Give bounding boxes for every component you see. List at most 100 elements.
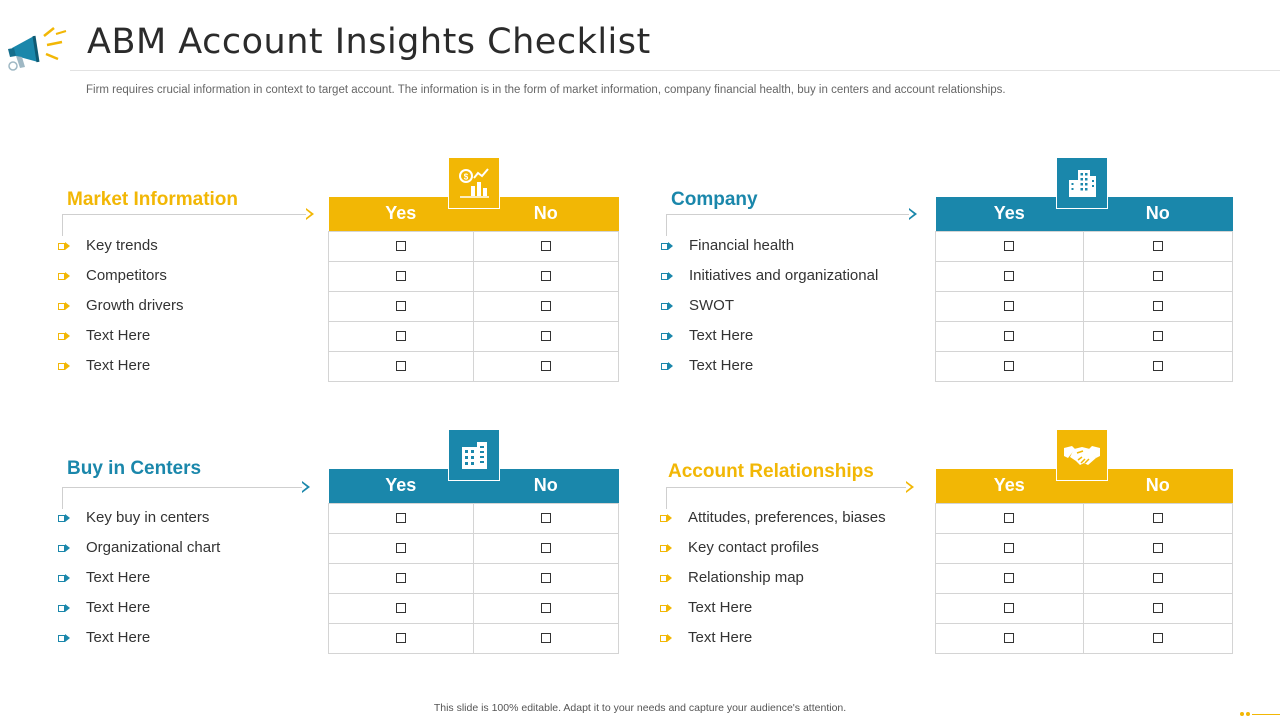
no-checkbox[interactable] [1152, 602, 1163, 613]
section-title: Buy in Centers [67, 458, 202, 479]
section-connector [666, 214, 909, 236]
no-checkbox[interactable] [1152, 360, 1163, 371]
list-item: Text Here [661, 351, 878, 381]
decorative-dot [1246, 712, 1250, 716]
yes-no-table: Yes No [328, 469, 620, 654]
yes-checkbox[interactable] [395, 270, 406, 281]
arrow-bullet-icon [660, 634, 673, 643]
office-building-icon [1056, 157, 1108, 209]
no-checkbox[interactable] [540, 572, 551, 583]
list-item: Text Here [661, 321, 878, 351]
arrow-right-icon [909, 208, 917, 220]
section-connector [62, 214, 306, 236]
yes-checkbox[interactable] [395, 572, 406, 583]
arrow-bullet-icon [58, 604, 71, 613]
yes-checkbox[interactable] [395, 360, 406, 371]
yes-checkbox[interactable] [1004, 542, 1015, 553]
arrow-bullet-icon [660, 544, 673, 553]
title-divider [70, 70, 1280, 71]
checklist-items: Financial health Initiatives and organiz… [661, 231, 878, 381]
yes-no-table: Yes No [328, 197, 620, 382]
buildings-icon [448, 429, 500, 481]
yes-checkbox[interactable] [395, 240, 406, 251]
arrow-bullet-icon [661, 302, 674, 311]
list-item: Key trends [58, 231, 184, 261]
yes-checkbox[interactable] [1004, 632, 1015, 643]
list-item: Growth drivers [58, 291, 184, 321]
yes-checkbox[interactable] [395, 330, 406, 341]
arrow-bullet-icon [661, 272, 674, 281]
no-checkbox[interactable] [1152, 300, 1163, 311]
arrow-bullet-icon [661, 242, 674, 251]
list-item: Initiatives and organizational [661, 261, 878, 291]
yes-checkbox[interactable] [1004, 240, 1015, 251]
list-item: Relationship map [660, 563, 886, 593]
yes-checkbox[interactable] [395, 512, 406, 523]
yes-header: Yes [935, 197, 1084, 231]
no-checkbox[interactable] [540, 270, 551, 281]
arrow-bullet-icon [660, 604, 673, 613]
arrow-bullet-icon [58, 574, 71, 583]
arrow-right-icon [302, 481, 310, 493]
yes-no-table: Yes No [935, 469, 1234, 654]
yes-checkbox[interactable] [395, 542, 406, 553]
section-connector [666, 487, 906, 509]
footer-note: This slide is 100% editable. Adapt it to… [433, 702, 847, 714]
list-item: SWOT [661, 291, 878, 321]
yes-checkbox[interactable] [395, 632, 406, 643]
arrow-bullet-icon [58, 242, 71, 251]
yes-checkbox[interactable] [395, 300, 406, 311]
arrow-bullet-icon [661, 362, 674, 371]
megaphone-icon [4, 22, 74, 78]
no-checkbox[interactable] [540, 240, 551, 251]
list-item: Text Here [58, 563, 220, 593]
no-checkbox[interactable] [540, 330, 551, 341]
no-checkbox[interactable] [1152, 240, 1163, 251]
list-item: Text Here [58, 593, 220, 623]
yes-checkbox[interactable] [1004, 270, 1015, 281]
yes-checkbox[interactable] [395, 602, 406, 613]
no-checkbox[interactable] [540, 360, 551, 371]
checklist-items: Key buy in centers Organizational chart … [58, 503, 220, 653]
no-checkbox[interactable] [1152, 542, 1163, 553]
list-item: Organizational chart [58, 533, 220, 563]
arrow-bullet-icon [661, 332, 674, 341]
no-checkbox[interactable] [1152, 330, 1163, 341]
yes-checkbox[interactable] [1004, 602, 1015, 613]
handshake-icon [1056, 429, 1108, 481]
no-checkbox[interactable] [1152, 512, 1163, 523]
no-checkbox[interactable] [1152, 270, 1163, 281]
no-checkbox[interactable] [540, 632, 551, 643]
no-checkbox[interactable] [540, 542, 551, 553]
list-item: Competitors [58, 261, 184, 291]
list-item: Text Here [660, 593, 886, 623]
arrow-bullet-icon [58, 544, 71, 553]
no-checkbox[interactable] [540, 300, 551, 311]
no-checkbox[interactable] [1152, 572, 1163, 583]
yes-checkbox[interactable] [1004, 330, 1015, 341]
no-checkbox[interactable] [540, 602, 551, 613]
list-item: Text Here [58, 351, 184, 381]
no-checkbox[interactable] [1152, 632, 1163, 643]
list-item: Attitudes, preferences, biases [660, 503, 886, 533]
section-connector [62, 487, 302, 509]
page-subtitle: Firm requires crucial information in con… [86, 84, 1006, 96]
list-item: Text Here [58, 623, 220, 653]
yes-checkbox[interactable] [1004, 300, 1015, 311]
checklist-items: Attitudes, preferences, biases Key conta… [660, 503, 886, 653]
yes-checkbox[interactable] [1004, 512, 1015, 523]
arrow-right-icon [306, 208, 314, 220]
decorative-line [1252, 714, 1280, 715]
section-title: Company [671, 189, 758, 210]
yes-checkbox[interactable] [1004, 572, 1015, 583]
yes-checkbox[interactable] [1004, 360, 1015, 371]
checklist-items: Key trends Competitors Growth drivers Te… [58, 231, 184, 381]
finance-chart-icon: $ [448, 157, 500, 209]
list-item: Key buy in centers [58, 503, 220, 533]
section-title: Market Information [67, 189, 239, 210]
svg-text:$: $ [464, 173, 469, 182]
arrow-right-icon [906, 481, 914, 493]
no-checkbox[interactable] [540, 512, 551, 523]
section-title: Account Relationships [668, 461, 874, 482]
list-item: Text Here [58, 321, 184, 351]
